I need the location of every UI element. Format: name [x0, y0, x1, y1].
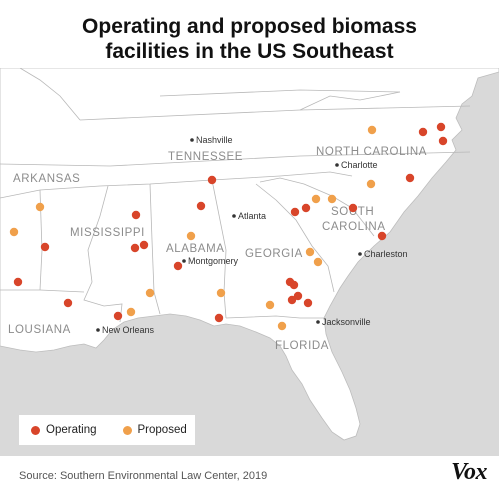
city-label: Nashville [196, 135, 233, 145]
state-label: LOUSIANA [8, 324, 71, 336]
operating-facility-marker [113, 311, 123, 321]
operating-facility-marker [303, 298, 313, 308]
proposed-facility-marker [277, 321, 287, 331]
operating-facility-marker [63, 298, 73, 308]
operating-facility-marker [13, 277, 23, 287]
state-labels: ARKANSAS TENNESSEE NORTH CAROLINA MISSISSIP… [8, 146, 427, 352]
operating-facility-marker [40, 242, 50, 252]
legend-item-proposed: Proposed [122, 424, 187, 436]
operating-dot-icon [31, 425, 40, 435]
proposed-facility-marker [9, 227, 19, 237]
operating-facility-marker [348, 203, 358, 213]
city-dot-icon [335, 163, 339, 167]
operating-facility-marker [287, 295, 297, 305]
city-label: Atlanta [238, 211, 266, 221]
state-label: TENNESSEE [168, 151, 243, 163]
proposed-facility-marker [186, 231, 196, 241]
state-label: ALABAMA [166, 243, 225, 255]
state-label: ARKANSAS [13, 173, 80, 185]
city-label: New Orleans [102, 325, 155, 335]
proposed-facility-marker [35, 202, 45, 212]
legend: Operating Proposed [19, 415, 195, 445]
operating-facility-marker [438, 136, 448, 146]
proposed-facility-marker [366, 179, 376, 189]
city-label: Charlotte [341, 160, 378, 170]
legend-item-operating: Operating [31, 424, 97, 436]
map-title: Operating and proposed biomass facilitie… [0, 14, 499, 64]
proposed-facility-marker [126, 307, 136, 317]
operating-facility-marker [207, 175, 217, 185]
proposed-dot-icon [122, 425, 132, 435]
operating-facility-marker [289, 280, 299, 290]
operating-facility-marker [139, 240, 149, 250]
operating-facility-marker [377, 231, 387, 241]
proposed-facility-marker [311, 194, 321, 204]
southeast-map: ARKANSAS TENNESSEE NORTH CAROLINA MISSISSIP… [0, 68, 499, 456]
vox-logo: Vox [451, 459, 487, 485]
proposed-facility-marker [327, 194, 337, 204]
city-label: Charleston [364, 249, 408, 259]
facility-markers [9, 122, 448, 331]
operating-facility-marker [293, 291, 303, 301]
title-line-1: Operating and proposed biomass [82, 15, 417, 38]
operating-facility-marker [436, 122, 446, 132]
proposed-facility-marker [313, 257, 323, 267]
land-mass [0, 68, 499, 441]
city-dot-icon [182, 259, 186, 263]
proposed-facility-marker [305, 247, 315, 257]
city-label: Jacksonville [322, 317, 371, 327]
title-line-2: facilities in the US Southeast [105, 40, 394, 63]
state-label: GEORGIA [245, 248, 303, 260]
state-label: NORTH CAROLINA [316, 146, 427, 158]
city-dot-icon [96, 328, 100, 332]
city-dot-icon [190, 138, 194, 142]
operating-facility-marker [290, 207, 300, 217]
city-markers: Nashville Charlotte Atlanta Montgomery Charl… [96, 135, 408, 335]
state-label: FLORIDA [275, 340, 329, 352]
city-dot-icon [358, 252, 362, 256]
operating-facility-marker [418, 127, 428, 137]
operating-facility-marker [405, 173, 415, 183]
proposed-facility-marker [216, 288, 226, 298]
legend-label-operating: Operating [46, 424, 97, 436]
state-label: MISSISSIPPI [70, 227, 145, 239]
proposed-facility-marker [265, 300, 275, 310]
operating-facility-marker [131, 210, 141, 220]
city-dot-icon [232, 214, 236, 218]
city-label: Montgomery [188, 256, 239, 266]
operating-facility-marker [214, 313, 224, 323]
city-dot-icon [316, 320, 320, 324]
operating-facility-marker [301, 203, 311, 213]
operating-facility-marker [196, 201, 206, 211]
legend-label-proposed: Proposed [137, 424, 187, 436]
proposed-facility-marker [145, 288, 155, 298]
operating-facility-marker [130, 243, 140, 253]
map-canvas: ARKANSAS TENNESSEE NORTH CAROLINA MISSISSIP… [0, 68, 499, 441]
proposed-facility-marker [367, 125, 377, 135]
state-label: CAROLINA [322, 221, 386, 233]
operating-facility-marker [173, 261, 183, 271]
source-note: Source: Southern Environmental Law Cente… [19, 470, 268, 482]
